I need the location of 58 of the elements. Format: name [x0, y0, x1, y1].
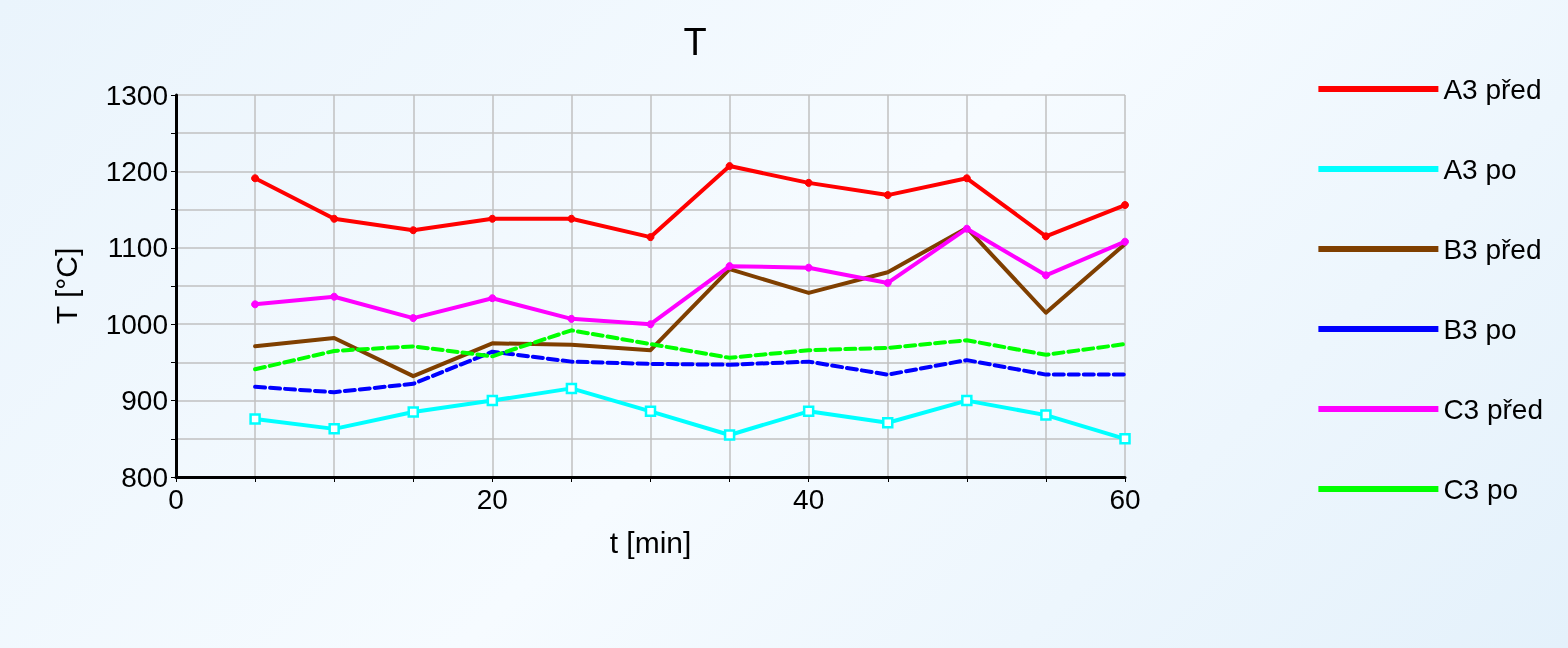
point: [644, 405, 657, 418]
line-series: [253, 349, 1127, 395]
legend-label: B3 před: [1443, 233, 1542, 265]
point: [725, 162, 734, 171]
point: [249, 413, 261, 425]
point: [646, 320, 655, 329]
point: [251, 174, 260, 183]
x-tick-label: 0: [168, 483, 184, 515]
point: [1041, 271, 1050, 280]
point: [567, 214, 576, 223]
chart-title: T: [683, 21, 707, 63]
line-series: [253, 225, 1127, 379]
x-tick-label: 40: [793, 483, 825, 515]
x-tick-label: 20: [476, 483, 508, 515]
point: [488, 214, 497, 223]
y-axis-title: T [°C]: [49, 247, 83, 325]
legend-label: A3 po: [1443, 153, 1517, 185]
legend-label: C3 před: [1443, 393, 1544, 425]
point: [883, 191, 892, 200]
point: [488, 294, 497, 303]
point: [251, 300, 260, 309]
point: [962, 224, 971, 233]
y-tick-label: 800: [121, 461, 168, 493]
point: [646, 233, 655, 242]
point: [328, 423, 340, 435]
point: [407, 406, 419, 418]
legend-label: C3 po: [1443, 473, 1519, 505]
point: [567, 314, 576, 323]
x-axis-title: t [min]: [609, 525, 692, 559]
point: [725, 262, 734, 271]
point: [804, 263, 813, 272]
point: [1040, 409, 1052, 421]
point: [802, 405, 815, 418]
y-tick-label: 900: [121, 385, 168, 417]
x-tick-label: 60: [1109, 483, 1141, 515]
point: [565, 382, 578, 395]
y-tick-label: 1200: [105, 155, 168, 187]
point: [409, 314, 418, 323]
point: [330, 214, 339, 223]
point: [409, 226, 418, 235]
point: [1121, 237, 1129, 246]
point: [486, 394, 499, 407]
point: [330, 292, 339, 301]
point: [1119, 433, 1131, 445]
point: [723, 429, 736, 441]
point: [961, 394, 973, 407]
y-tick-label: 1300: [105, 79, 168, 111]
point: [882, 417, 894, 429]
point: [1121, 201, 1129, 210]
point: [883, 278, 892, 287]
legend-label: A3 před: [1443, 73, 1542, 105]
y-tick-label: 1100: [107, 232, 168, 264]
point: [804, 178, 813, 187]
y-tick-label: 1000: [105, 308, 168, 340]
point: [1041, 232, 1050, 241]
legend-label: B3 po: [1443, 313, 1517, 345]
line-series: [253, 328, 1127, 372]
point: [962, 174, 971, 183]
